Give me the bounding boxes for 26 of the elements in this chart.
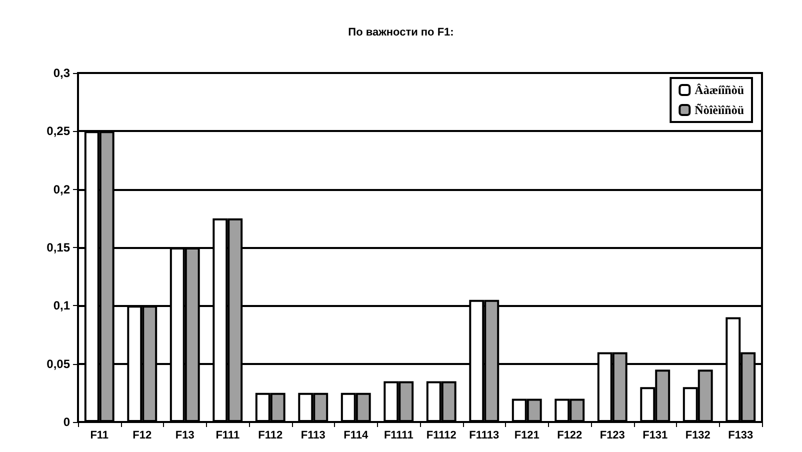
- x-tick-label: F133: [728, 430, 754, 442]
- y-tick-label: 0,3: [53, 66, 70, 80]
- x-tick-label: F121: [514, 430, 540, 442]
- y-tick-label: 0: [63, 415, 70, 429]
- y-tick-label: 0,25: [46, 124, 70, 138]
- y-tick-label: 0,05: [46, 356, 70, 371]
- legend-label: Ñòîèìîñòü: [694, 103, 744, 117]
- y-tick-label: 0,15: [46, 240, 70, 254]
- x-tick-label: F11: [90, 430, 109, 442]
- x-tick-label: F123: [600, 430, 625, 442]
- x-tick-label: F13: [175, 430, 194, 442]
- x-tick-label: F1112: [426, 430, 456, 442]
- x-tick-label: F122: [557, 430, 582, 442]
- x-tick-label: F113: [300, 430, 326, 442]
- x-tick-label: F131: [642, 430, 668, 442]
- y-tick-label: 0,1: [53, 298, 70, 313]
- x-tick-label: F111: [216, 430, 240, 442]
- legend-label: Âàæíîñòü: [694, 83, 744, 97]
- chart-title: По важности по F1:: [348, 26, 454, 38]
- x-tick-label: F114: [344, 430, 369, 442]
- y-tick-label: 0,2: [53, 182, 70, 196]
- x-tick-label: F112: [258, 430, 283, 442]
- x-tick-label: F132: [685, 430, 710, 442]
- x-tick-label: F12: [132, 430, 152, 442]
- x-tick-label: F1111: [384, 430, 414, 442]
- x-tick-label: F1113: [469, 430, 500, 442]
